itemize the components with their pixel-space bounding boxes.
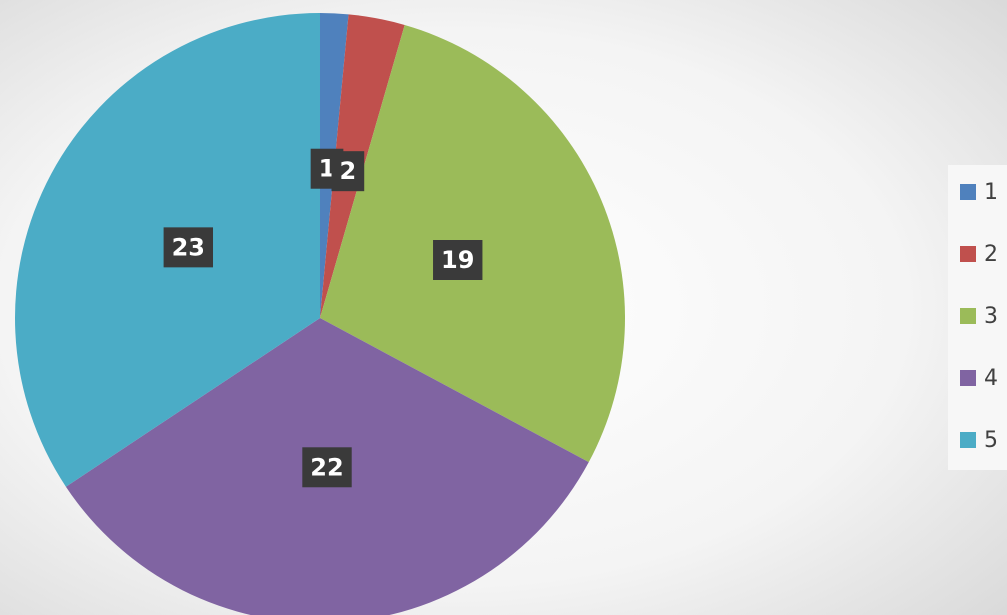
legend-swatch	[960, 246, 976, 262]
data-label-box	[163, 227, 214, 268]
legend-box	[948, 165, 1007, 470]
legend-label: 2	[984, 242, 998, 267]
data-label: 23	[172, 233, 205, 261]
data-label-box	[331, 151, 365, 192]
legend-swatch	[960, 370, 976, 386]
data-label-box	[433, 239, 483, 280]
legend-label: 1	[984, 180, 998, 205]
legend-swatch	[960, 308, 976, 324]
data-label: 22	[310, 453, 343, 481]
legend-label: 5	[984, 428, 998, 453]
data-label-box	[302, 447, 352, 488]
data-label: 2	[340, 157, 357, 185]
data-label: 19	[441, 246, 474, 274]
legend-label: 3	[984, 304, 998, 329]
data-label: 1	[319, 155, 336, 183]
legend-swatch	[960, 184, 976, 200]
legend-swatch	[960, 432, 976, 448]
legend-label: 4	[984, 366, 998, 391]
